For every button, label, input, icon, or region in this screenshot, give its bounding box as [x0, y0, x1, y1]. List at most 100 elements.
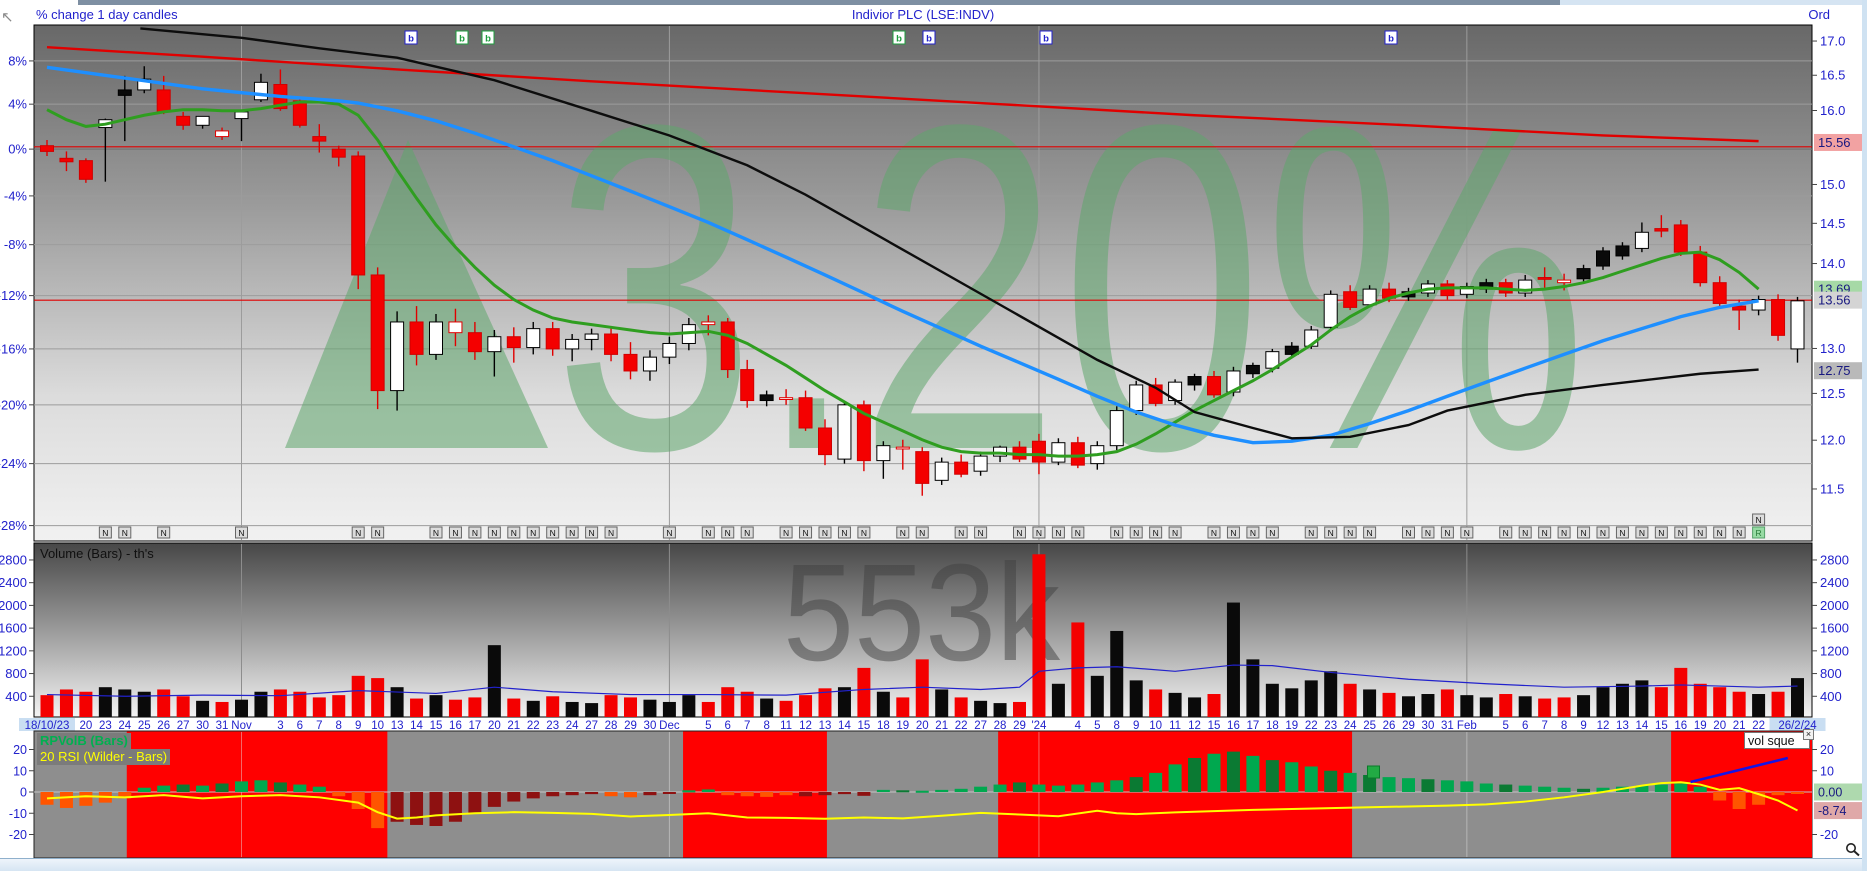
svg-text:Nov: Nov: [231, 720, 252, 732]
svg-text:20: 20: [1713, 720, 1726, 732]
svg-text:-20: -20: [1820, 828, 1838, 842]
svg-text:N: N: [238, 528, 244, 538]
svg-text:11.5: 11.5: [1820, 481, 1844, 496]
svg-text:1200: 1200: [0, 643, 27, 658]
rsi-panel: [33, 730, 1813, 859]
svg-text:15: 15: [1208, 720, 1221, 732]
svg-text:15.56: 15.56: [1818, 135, 1851, 150]
svg-text:-8.74: -8.74: [1818, 804, 1847, 818]
svg-text:N: N: [375, 528, 381, 538]
svg-text:4: 4: [1075, 720, 1082, 732]
svg-text:-28%: -28%: [0, 518, 27, 533]
svg-text:25: 25: [138, 720, 151, 732]
price-axis-right: 17.0 16.5 16.0 15.0 14.5 14.0 13.0 12.5 12.0 11.5…: [1812, 34, 1864, 496]
svg-text:10: 10: [1820, 764, 1834, 778]
svg-text:-4%: -4%: [4, 188, 28, 203]
svg-text:N: N: [958, 528, 964, 538]
svg-text:1600: 1600: [1820, 621, 1849, 636]
svg-text:23: 23: [1324, 720, 1337, 732]
svg-text:N: N: [1561, 528, 1567, 538]
svg-text:N: N: [783, 528, 789, 538]
svg-text:16: 16: [449, 720, 462, 732]
svg-text:11: 11: [780, 720, 792, 732]
svg-text:8: 8: [336, 720, 342, 732]
chart-type-label: % change 1 day candles: [36, 7, 178, 22]
svg-text:22: 22: [1305, 720, 1318, 732]
trend-lines: [34, 46, 1812, 301]
svg-text:N: N: [1444, 528, 1450, 538]
svg-text:N: N: [1114, 528, 1120, 538]
window-right-edge: [1862, 0, 1867, 871]
svg-text:17.0: 17.0: [1820, 34, 1845, 49]
volume-bars: [40, 554, 1804, 717]
svg-text:3.20%: 3.20%: [553, 28, 1588, 546]
volume-panel-label: Volume (Bars) - th's: [40, 546, 154, 561]
svg-text:N: N: [1036, 528, 1042, 538]
svg-text:N: N: [433, 528, 439, 538]
svg-text:5: 5: [1094, 720, 1100, 732]
svg-text:12.75: 12.75: [1818, 363, 1851, 378]
vol-squeeze-tooltip[interactable]: vol sque: [1744, 732, 1810, 749]
svg-text:13: 13: [819, 720, 832, 732]
svg-text:18: 18: [877, 720, 890, 732]
svg-text:29: 29: [1013, 720, 1026, 732]
svg-text:8: 8: [1561, 720, 1567, 732]
svg-text:19: 19: [896, 720, 909, 732]
svg-text:19: 19: [1285, 720, 1298, 732]
svg-text:N: N: [841, 528, 847, 538]
svg-text:5: 5: [705, 720, 711, 732]
zoom-icon[interactable]: [1844, 842, 1861, 857]
svg-text:N: N: [102, 528, 108, 538]
svg-text:5: 5: [1503, 720, 1509, 732]
svg-text:N: N: [122, 528, 128, 538]
svg-text:9: 9: [355, 720, 361, 732]
svg-text:N: N: [1678, 528, 1684, 538]
svg-text:6: 6: [1522, 720, 1528, 732]
svg-text:N: N: [1055, 528, 1061, 538]
svg-text:N: N: [569, 528, 575, 538]
svg-text:9: 9: [1580, 720, 1586, 732]
rsi-bars: [40, 751, 1804, 829]
svg-text:N: N: [1016, 528, 1022, 538]
svg-text:27: 27: [585, 720, 598, 732]
svg-text:N: N: [1639, 528, 1645, 538]
rsi-wilder-label: 20 RSI (Wilder - Bars): [37, 749, 171, 765]
svg-text:21: 21: [1733, 720, 1746, 732]
svg-text:400: 400: [1820, 689, 1842, 704]
svg-text:Dec: Dec: [659, 720, 680, 732]
rsi-signal-marker: [1366, 765, 1380, 779]
svg-text:400: 400: [5, 689, 27, 704]
svg-text:-24%: -24%: [0, 456, 27, 471]
svg-text:16: 16: [1674, 720, 1687, 732]
svg-text:N: N: [1522, 528, 1528, 538]
svg-text:N: N: [919, 528, 925, 538]
svg-text:N: N: [472, 528, 478, 538]
svg-text:14.0: 14.0: [1820, 256, 1845, 271]
svg-text:27: 27: [974, 720, 987, 732]
svg-text:0: 0: [20, 786, 27, 800]
svg-text:31: 31: [216, 720, 229, 732]
svg-text:31: 31: [1441, 720, 1454, 732]
svg-text:7: 7: [1541, 720, 1547, 732]
svg-text:b: b: [896, 34, 902, 45]
svg-text:26: 26: [157, 720, 170, 732]
news-markers[interactable]: N N N N N N N N N N N N N N N N N N N N N N N N N N N N N N N N N N N N N N N N…: [98, 513, 1766, 539]
svg-text:8: 8: [1114, 720, 1120, 732]
svg-text:N: N: [978, 528, 984, 538]
svg-text:N: N: [1756, 515, 1762, 525]
svg-text:-20%: -20%: [0, 397, 27, 412]
svg-text:-20: -20: [9, 828, 27, 842]
svg-text:R: R: [1756, 528, 1762, 538]
svg-text:13: 13: [391, 720, 404, 732]
svg-text:N: N: [1269, 528, 1275, 538]
svg-text:N: N: [1736, 528, 1742, 538]
svg-text:20: 20: [916, 720, 929, 732]
svg-text:11: 11: [1169, 720, 1181, 732]
svg-text:N: N: [1658, 528, 1664, 538]
svg-text:N: N: [1503, 528, 1509, 538]
close-icon[interactable]: ×: [1803, 729, 1814, 740]
svg-text:N: N: [802, 528, 808, 538]
svg-text:2000: 2000: [0, 598, 27, 613]
